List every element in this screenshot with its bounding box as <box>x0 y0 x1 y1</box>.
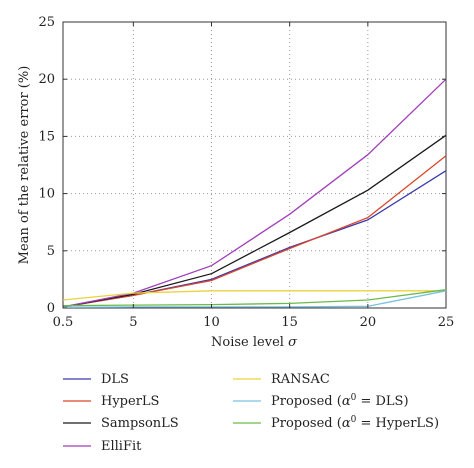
series-line-4 <box>62 290 446 301</box>
x-tick-label: 20 <box>360 315 377 330</box>
x-tick-label: 10 <box>203 315 220 330</box>
plot-frame <box>62 21 447 309</box>
series-line-5 <box>62 290 447 309</box>
y-tick-label: 25 <box>38 15 55 30</box>
legend-label: HyperLS <box>101 394 159 409</box>
series-line-3 <box>62 78 447 308</box>
y-tick-label: 10 <box>38 187 55 202</box>
y-tick-label: 5 <box>47 244 55 259</box>
x-tick-label: 0.5 <box>53 315 74 330</box>
legend-label: RANSAC <box>271 372 330 387</box>
legend-label: Proposed (α0 = HyperLS) <box>271 415 439 431</box>
y-tick-label: 0 <box>47 301 55 316</box>
legend-label: DLS <box>101 372 129 387</box>
x-tick-label: 25 <box>438 315 455 330</box>
series-line-1 <box>62 155 447 308</box>
legend: DLS HyperLS SampsonLS ElliFit RANSAC Proposed… <box>63 372 439 454</box>
legend-label: Proposed (α0 = DLS) <box>271 393 409 409</box>
y-axis-title: Mean of the relative error (%) <box>17 66 32 265</box>
series-line-2 <box>62 134 447 308</box>
series-lines <box>62 78 447 309</box>
y-tick-label: 20 <box>38 72 55 87</box>
legend-label: ElliFit <box>101 439 142 454</box>
x-axis-title: Noise level σ <box>211 335 298 350</box>
axis-ticks: 0.5 5 10 15 20 25 0 5 10 15 20 25 <box>38 15 454 330</box>
x-tick-label: 15 <box>281 315 298 330</box>
series-line-0 <box>62 170 447 308</box>
series-line-6 <box>62 289 447 307</box>
legend-label: SampsonLS <box>101 416 179 431</box>
y-tick-label: 15 <box>38 129 55 144</box>
grid-lines <box>63 22 446 308</box>
x-tick-label: 5 <box>129 315 137 330</box>
